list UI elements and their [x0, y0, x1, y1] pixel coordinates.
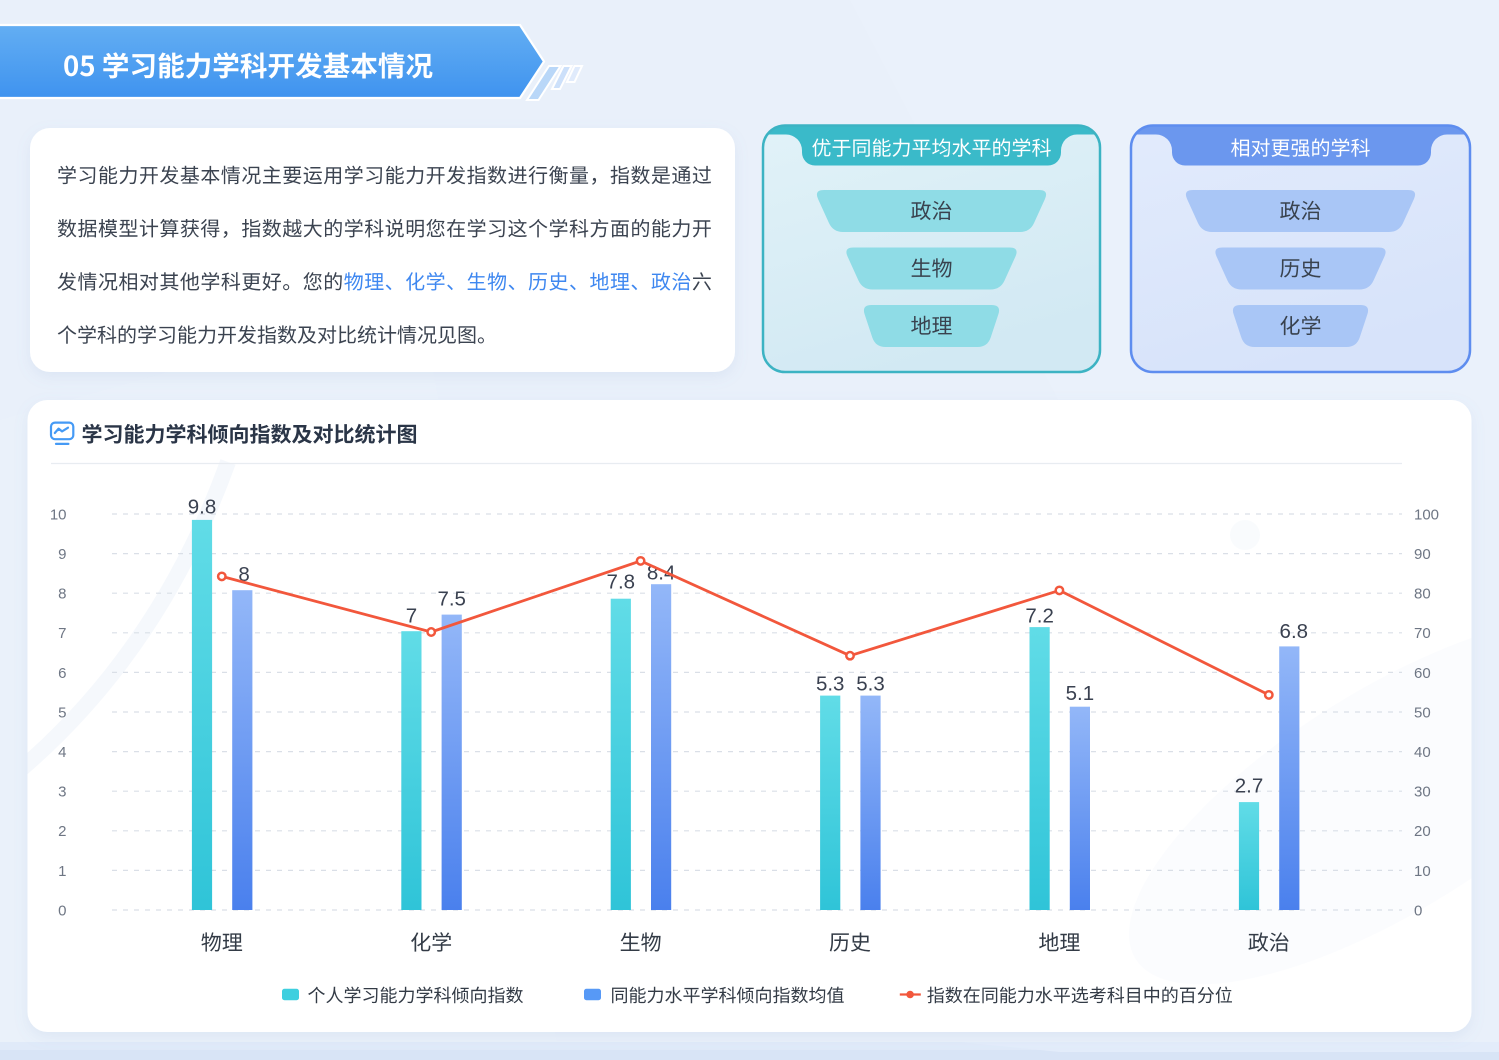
svg-text:8: 8 — [238, 563, 249, 586]
svg-text:7.2: 7.2 — [1025, 604, 1054, 627]
svg-text:10: 10 — [50, 506, 67, 523]
svg-text:70: 70 — [1414, 625, 1431, 642]
svg-text:5: 5 — [58, 704, 66, 721]
svg-text:7.8: 7.8 — [607, 571, 636, 594]
svg-text:6: 6 — [58, 665, 66, 682]
svg-text:30: 30 — [1414, 784, 1431, 801]
svg-text:90: 90 — [1414, 546, 1431, 563]
svg-text:3: 3 — [58, 784, 66, 801]
svg-text:2: 2 — [58, 823, 66, 840]
svg-text:7.5: 7.5 — [437, 588, 466, 611]
svg-text:10: 10 — [1414, 863, 1431, 880]
svg-text:4: 4 — [58, 744, 66, 761]
svg-text:20: 20 — [1414, 823, 1431, 840]
svg-text:50: 50 — [1414, 704, 1431, 721]
svg-text:40: 40 — [1414, 744, 1431, 761]
svg-text:9.8: 9.8 — [188, 495, 217, 518]
svg-text:60: 60 — [1414, 665, 1431, 682]
svg-text:5.3: 5.3 — [816, 673, 845, 696]
svg-text:6.8: 6.8 — [1280, 620, 1309, 643]
svg-text:8: 8 — [58, 586, 66, 603]
svg-text:1: 1 — [58, 863, 66, 880]
svg-text:80: 80 — [1414, 586, 1431, 603]
svg-text:100: 100 — [1414, 506, 1439, 523]
svg-text:2.7: 2.7 — [1235, 774, 1264, 797]
svg-text:5.1: 5.1 — [1066, 682, 1095, 705]
svg-text:0: 0 — [58, 902, 66, 919]
svg-text:7: 7 — [406, 604, 417, 627]
svg-text:9: 9 — [58, 546, 66, 563]
svg-text:5.3: 5.3 — [856, 673, 885, 696]
svg-text:7: 7 — [58, 625, 66, 642]
svg-text:0: 0 — [1414, 902, 1422, 919]
